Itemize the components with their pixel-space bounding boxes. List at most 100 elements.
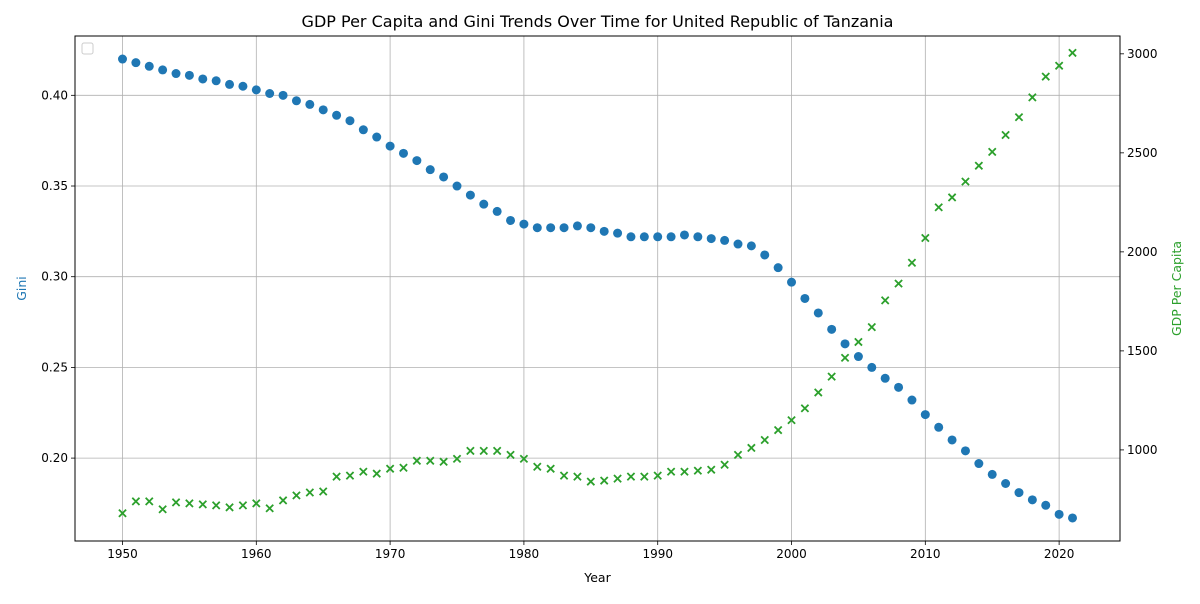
gdp-point-stroke [492, 446, 502, 456]
gini-point [532, 223, 542, 233]
y-right-tick-label: 2500 [1127, 146, 1158, 160]
gdp-point-stroke [720, 460, 729, 469]
gdp-point-stroke [867, 322, 877, 332]
gdp-point [345, 471, 355, 480]
gdp-point [225, 503, 234, 512]
gdp-point [278, 496, 288, 505]
gdp-point-stroke [599, 476, 609, 485]
gdp-point [452, 454, 462, 464]
gini-point [519, 219, 529, 229]
gdp-point [894, 279, 903, 288]
gdp-point [506, 450, 515, 460]
gini-point [626, 232, 636, 242]
gdp-point [426, 456, 435, 466]
gdp-point [880, 296, 890, 305]
gini-point [920, 410, 930, 420]
gdp-point-stroke [680, 467, 689, 476]
gini-point [492, 206, 502, 216]
gdp-point [974, 161, 984, 170]
gini-point [479, 199, 489, 209]
x-tick-label: 1990 [642, 547, 673, 561]
gini-point [894, 382, 904, 392]
gdp-point-stroke [880, 296, 890, 305]
gdp-point [720, 460, 729, 469]
gdp-point-stroke [426, 456, 435, 466]
gdp-point [640, 472, 649, 481]
gdp-point-stroke [1028, 93, 1037, 102]
gdp-point-stroke [1041, 72, 1050, 81]
gini-point [760, 250, 770, 260]
gdp-point-stroke [225, 503, 234, 512]
gini-point [653, 232, 663, 242]
gini-point [506, 215, 516, 225]
gini-point [265, 89, 275, 99]
gdp-point-stroke [974, 161, 984, 170]
gdp-point [372, 469, 381, 478]
gdp-point-stroke [894, 279, 903, 288]
gdp-point [787, 415, 796, 425]
gini-point [987, 469, 997, 479]
gdp-point [305, 488, 315, 497]
gdp-point [1028, 93, 1037, 102]
gdp-point [559, 471, 569, 480]
gini-point [853, 352, 863, 362]
legend-box [81, 42, 94, 55]
gini-point [439, 172, 449, 182]
gini-point [586, 223, 596, 233]
gdp-point [961, 177, 970, 186]
x-tick-label: 1980 [509, 547, 540, 561]
gdp-point-stroke [385, 464, 395, 473]
gdp-point [586, 477, 596, 486]
gdp-point [359, 467, 368, 476]
gdp-point-stroke [345, 471, 355, 480]
gini-point [251, 85, 261, 95]
gini-point [318, 105, 328, 115]
y-left-tick-label: 0.40 [41, 88, 68, 102]
gdp-point [1001, 130, 1010, 140]
gini-point [211, 76, 221, 86]
gdp-point [599, 476, 609, 485]
gdp-point-stroke [961, 177, 970, 186]
gini-point [385, 141, 395, 151]
gini-point [225, 79, 235, 89]
y-left-tick-label: 0.35 [41, 179, 68, 193]
gini-point [546, 223, 556, 233]
grid-layer [75, 36, 1120, 541]
gini-point [1014, 488, 1024, 498]
gdp-point-stroke [934, 203, 943, 212]
gdp-point-stroke [773, 425, 783, 435]
gini-point [131, 58, 141, 68]
gini-point [1068, 513, 1077, 523]
gini-point [613, 228, 623, 238]
gdp-point [907, 258, 917, 267]
gdp-point [613, 474, 622, 483]
gdp-point [680, 467, 689, 476]
gdp-point-stroke [305, 488, 315, 497]
gini-point [1027, 495, 1037, 505]
gini-point [934, 422, 944, 432]
y-right-tick-label: 1000 [1127, 443, 1158, 457]
gdp-point [439, 457, 448, 467]
gdp-point-stroke [131, 497, 141, 506]
gdp-point-stroke [466, 446, 475, 456]
gdp-point-stroke [733, 450, 743, 460]
gini-point [398, 148, 408, 158]
gdp-point [131, 497, 141, 506]
gini-point [1001, 478, 1011, 488]
gdp-point [800, 404, 810, 413]
gdp-point-stroke [800, 404, 810, 413]
x-tick-label: 2000 [776, 547, 807, 561]
plot-frame [74, 35, 1121, 542]
gdp-point [693, 466, 703, 475]
gdp-point [198, 500, 208, 509]
gdp-point-stroke [546, 464, 555, 473]
gdp-point [318, 487, 328, 496]
gdp-point [666, 467, 676, 476]
gdp-point-stroke [854, 337, 863, 347]
gini-point [278, 90, 288, 100]
gdp-point-stroke [198, 500, 208, 509]
gdp-point-stroke [519, 454, 529, 464]
y-right-tick-label: 2000 [1127, 245, 1158, 259]
gini-point [813, 308, 823, 318]
gini-point [867, 362, 877, 372]
